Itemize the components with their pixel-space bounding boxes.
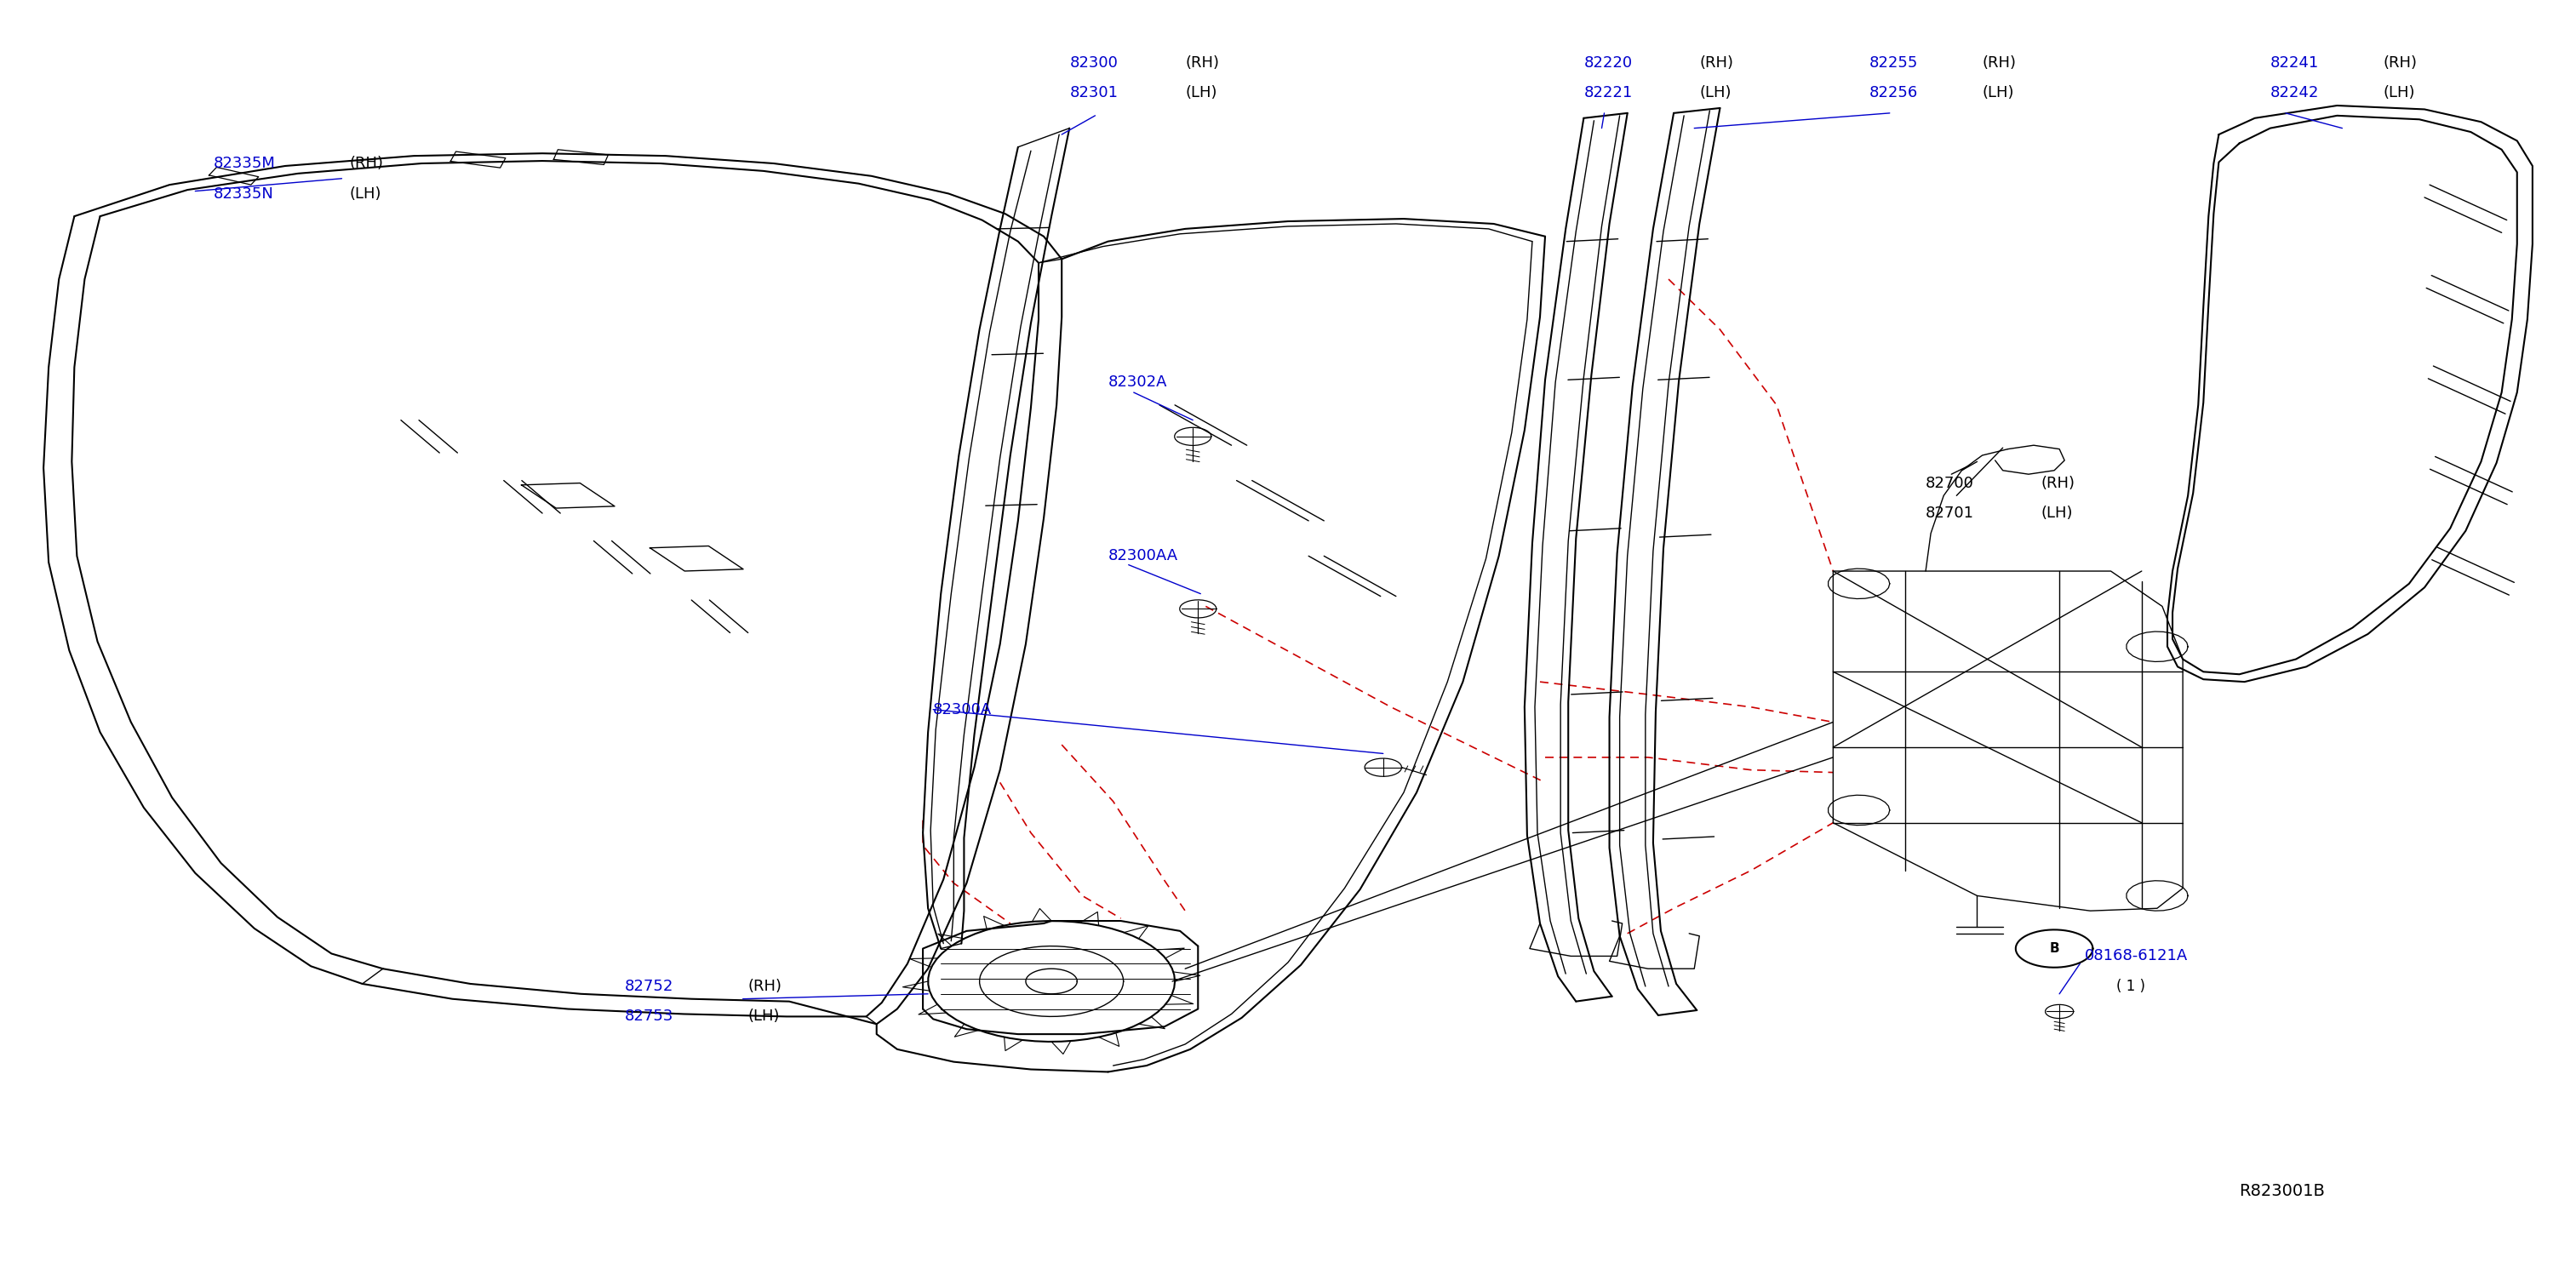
Text: (LH): (LH) — [2383, 86, 2416, 101]
Text: 08168-6121A: 08168-6121A — [2084, 949, 2190, 964]
Text: 82335M: 82335M — [214, 155, 276, 171]
Text: 82300A: 82300A — [933, 702, 992, 717]
Text: (RH): (RH) — [747, 979, 783, 994]
Text: (RH): (RH) — [2383, 56, 2416, 71]
Text: (LH): (LH) — [1185, 86, 1216, 101]
Text: 82301: 82301 — [1069, 86, 1118, 101]
Text: (LH): (LH) — [747, 1009, 781, 1024]
Text: 82242: 82242 — [2269, 86, 2318, 101]
Text: 82255: 82255 — [1870, 56, 1919, 71]
Text: ( 1 ): ( 1 ) — [2115, 979, 2146, 994]
Text: (RH): (RH) — [1984, 56, 2017, 71]
Text: (RH): (RH) — [1700, 56, 1734, 71]
Text: R823001B: R823001B — [2239, 1183, 2326, 1200]
Text: 82300AA: 82300AA — [1108, 548, 1177, 563]
Text: 82302A: 82302A — [1108, 375, 1167, 390]
Text: 82335N: 82335N — [214, 186, 273, 201]
Text: (RH): (RH) — [350, 155, 384, 171]
Text: 82241: 82241 — [2269, 56, 2318, 71]
Text: 82701: 82701 — [1927, 505, 1973, 520]
Text: 82300: 82300 — [1069, 56, 1118, 71]
Text: 82700: 82700 — [1927, 475, 1973, 491]
Text: 82752: 82752 — [623, 979, 672, 994]
Text: (LH): (LH) — [1700, 86, 1731, 101]
Text: (LH): (LH) — [1984, 86, 2014, 101]
Text: B: B — [2050, 942, 2058, 955]
Text: (LH): (LH) — [2040, 505, 2074, 520]
Text: (RH): (RH) — [1185, 56, 1218, 71]
Text: 82753: 82753 — [623, 1009, 672, 1024]
Text: (LH): (LH) — [350, 186, 381, 201]
Text: 82256: 82256 — [1870, 86, 1919, 101]
Text: (RH): (RH) — [2040, 475, 2076, 491]
Text: 82220: 82220 — [1584, 56, 1633, 71]
Text: 82221: 82221 — [1584, 86, 1633, 101]
